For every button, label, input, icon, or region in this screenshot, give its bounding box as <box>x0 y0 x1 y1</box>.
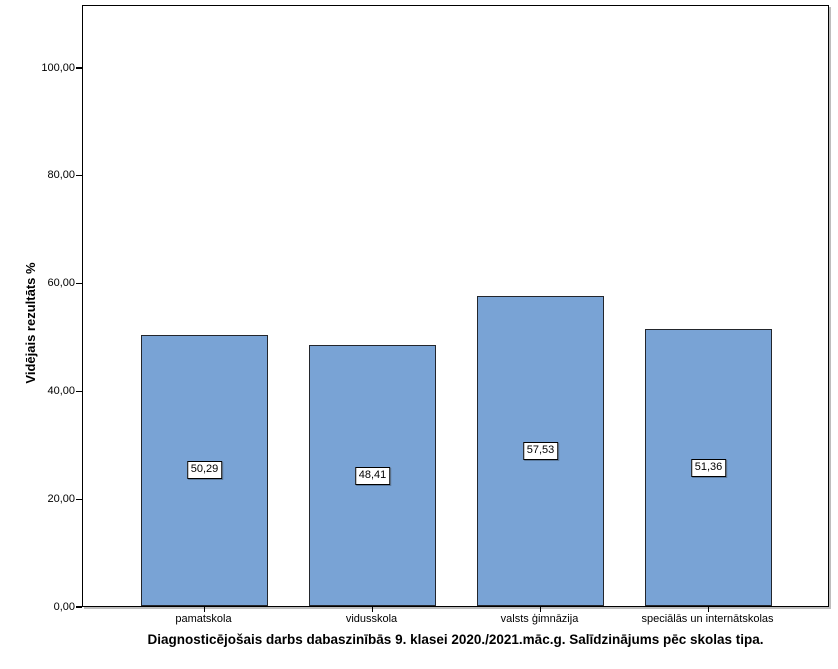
y-axis-tick <box>76 390 82 393</box>
bar-value-label: 51,36 <box>690 458 727 477</box>
x-axis-category-label: pamatskola <box>175 613 232 625</box>
y-axis-title: Vidējais rezultāts % <box>23 262 38 384</box>
y-axis-tick-label: 80,00 <box>47 169 75 182</box>
y-axis-tick-label: 0,00 <box>53 600 75 613</box>
y-axis-tick-label: 60,00 <box>47 277 75 290</box>
plot-area: 50,29 48,41 57,53 51,36 <box>82 5 829 607</box>
y-axis-tick <box>76 498 82 500</box>
y-axis-tick-label: 100,00 <box>41 61 75 74</box>
y-axis-tick-label: 20,00 <box>47 492 75 505</box>
bar-value-label: 57,53 <box>522 441 559 460</box>
chart-title: Diagnosticējošais darbs dabaszinībās 9. … <box>147 632 764 647</box>
bar-value-label: 48,41 <box>354 466 391 485</box>
x-axis-tick <box>539 607 541 612</box>
x-axis-tick <box>203 607 205 612</box>
y-axis-tick <box>76 175 82 177</box>
bar-value-label: 50,29 <box>186 461 223 480</box>
y-axis-tick <box>76 606 82 608</box>
x-axis-tick <box>707 607 709 612</box>
x-axis-category-label: valsts ģimnāzija <box>500 613 579 625</box>
x-axis-category-label: speciālās un internātskolas <box>641 613 774 625</box>
y-axis-tick-label: 40,00 <box>47 384 75 397</box>
x-axis-tick <box>371 607 373 612</box>
y-axis-tick <box>76 67 82 69</box>
x-axis-category-label: vidusskola <box>345 613 398 625</box>
y-axis-tick <box>76 282 82 285</box>
